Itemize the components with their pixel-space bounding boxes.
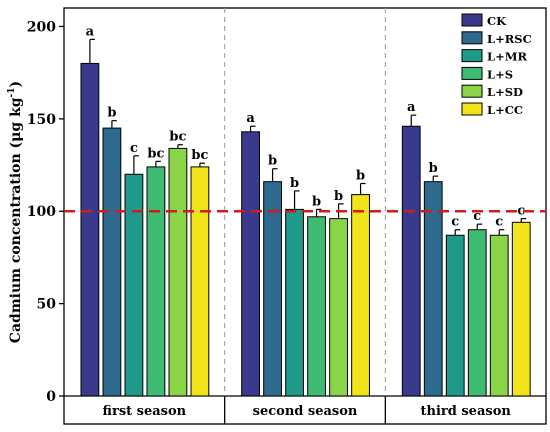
bar-L+MR [445,234,465,397]
significance-letter: b [290,176,299,191]
bar-CK [401,125,421,397]
significance-letter: a [407,100,416,115]
significance-letter: c [517,204,525,219]
y-tick-label: 50 [37,297,57,313]
bar-L+S [307,216,326,397]
plot-frame [63,7,547,425]
bar-L+S [467,229,487,397]
significance-letter: b [334,189,343,204]
group-label: first season [103,404,187,419]
significance-letter: bc [169,130,186,145]
legend-label: CK [487,14,507,28]
y-tick-label: 200 [27,19,56,35]
bar-L+SD [489,234,509,397]
legend-label: L+RSC [487,32,532,46]
legend-swatch-L+RSC [461,31,483,45]
significance-letter: b [356,169,365,184]
legend-swatch-L+S [461,66,483,80]
significance-letter: bc [147,146,164,161]
significance-letter: c [451,215,459,230]
legend-label: L+SD [487,85,523,99]
significance-letter: b [429,161,438,176]
bar-L+CC [511,221,531,397]
significance-letter: c [495,215,503,230]
legend-swatch-L+SD [461,84,483,98]
bar-L+S [146,166,166,397]
bar-L+CC [190,166,210,397]
bar-L+RSC [423,181,443,397]
legend-label: L+S [487,67,513,81]
y-tick-label: 0 [46,389,56,405]
significance-letter: b [107,106,116,121]
legend-swatch-CK [461,13,483,27]
y-axis-label: Cadmium concentration (μg kg-1) [7,81,24,343]
y-tick-label: 100 [27,204,56,220]
group-label: third season [421,404,512,419]
bar-CK [80,62,100,397]
bar-L+RSC [263,181,282,397]
significance-letter: c [473,209,481,224]
bar-L+CC [351,194,370,397]
significance-letter: a [86,24,95,39]
legend-swatch-L+MR [461,49,483,63]
group-label: second season [253,404,358,419]
legend-swatch-L+CC [461,102,483,116]
plot-border [63,7,547,425]
bar-L+SD [168,147,188,397]
significance-letter: b [268,154,277,169]
bar-L+RSC [102,127,122,397]
significance-letter: a [246,111,255,126]
legend-label: L+MR [487,50,527,64]
significance-letter: c [130,141,138,156]
bar-L+SD [329,218,348,397]
significance-letter: b [312,194,321,209]
y-tick-label: 150 [27,112,56,128]
bar-L+MR [285,208,304,397]
legend-label: L+CC [487,103,523,117]
x-axis-groups: first season second season third season [103,404,512,419]
significance-letter: bc [191,148,208,163]
y-axis: 0 50 100 150 200 [27,19,64,405]
bar-CK [241,131,260,397]
legend: CK L+RSC L+MR L+S L+SD L+CC [461,13,532,117]
bar-L+MR [124,173,144,397]
